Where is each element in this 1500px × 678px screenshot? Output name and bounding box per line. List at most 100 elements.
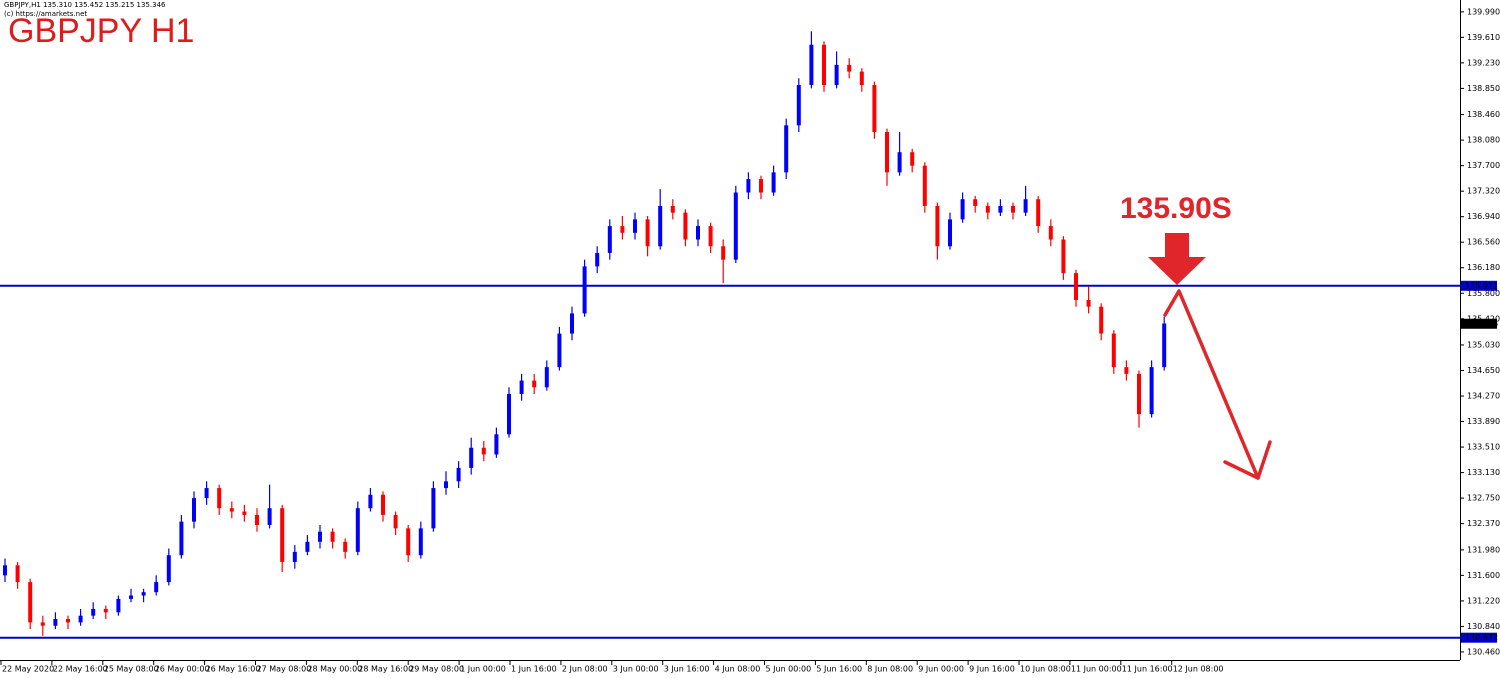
candle-body: [40, 622, 45, 626]
candle-body: [973, 199, 978, 206]
candle-body: [1137, 373, 1141, 415]
x-tick-label: 12 Jun 08:00: [1173, 665, 1224, 674]
candle-body: [796, 85, 801, 126]
y-tick-label: 138.080: [1467, 136, 1500, 145]
candle-body: [733, 192, 738, 260]
y-tick-label: 133.890: [1467, 417, 1500, 426]
candle-body: [192, 498, 196, 522]
y-tick-label: 133.130: [1467, 468, 1500, 477]
x-tick-label: 26 May 16:00: [206, 665, 261, 674]
candle-body: [204, 488, 209, 499]
x-tick-label: 8 Jun 08:00: [867, 665, 913, 674]
candle-body: [141, 592, 146, 596]
candle-body: [746, 179, 751, 193]
x-tick-label: 28 May 16:00: [358, 665, 413, 674]
x-tick-label: 2 Jun 08:00: [562, 665, 608, 674]
candle-body: [1124, 367, 1129, 374]
candle-body: [595, 252, 600, 267]
candle-body: [154, 582, 159, 593]
y-tick-label: 139.230: [1467, 58, 1500, 67]
candle-body: [960, 199, 965, 220]
candle-body: [759, 179, 763, 193]
x-tick-label: 22 May 16:00: [53, 665, 108, 674]
x-tick-label: 25 May 08:00: [104, 665, 159, 674]
y-tick-label: 137.320: [1467, 187, 1500, 196]
candle-body: [1086, 299, 1091, 307]
level-price-box: [1461, 280, 1497, 291]
candle-body: [696, 226, 700, 240]
x-tick-label: 3 Jun 00:00: [613, 665, 659, 674]
candle-body: [1111, 333, 1116, 368]
candle-body: [292, 551, 297, 562]
candle-body: [872, 85, 877, 133]
candle-body: [330, 531, 335, 542]
candle-body: [1036, 199, 1041, 227]
candle-body: [670, 205, 675, 213]
candle-body: [15, 565, 20, 583]
candle-body: [444, 481, 448, 489]
candle-body: [985, 205, 990, 213]
y-tick-label: 135.800: [1467, 289, 1500, 298]
candle-body: [368, 494, 373, 509]
y-tick-label: 130.840: [1467, 622, 1500, 631]
level-price-label: 130.672: [1465, 633, 1498, 642]
annotation: 135.90S: [1120, 192, 1232, 225]
candle-body: [822, 44, 826, 86]
candle-body: [998, 205, 1003, 213]
candle-body: [1099, 306, 1104, 334]
level-price-box: [1461, 632, 1497, 643]
copyright: (c) https://amarkets.net: [4, 10, 87, 18]
candle-body: [620, 226, 625, 233]
y-tick-label: 138.460: [1467, 110, 1500, 119]
candle-body: [3, 565, 7, 576]
chart-header: GBPJPY,H1 135.310 135.452 135.215 135.34…: [4, 1, 166, 9]
candle-body: [431, 488, 436, 529]
y-tick-label: 134.270: [1467, 392, 1500, 401]
candle-body: [771, 172, 776, 193]
candle-body: [381, 494, 385, 515]
y-tick-label: 139.610: [1467, 33, 1500, 42]
candle-body: [507, 394, 511, 435]
candle-body: [103, 608, 108, 613]
candle-body: [242, 511, 247, 515]
y-tick-label: 134.650: [1467, 366, 1500, 375]
candle-body: [116, 598, 121, 613]
level-price-label: 135.911: [1465, 281, 1498, 290]
x-tick-label: 27 May 08:00: [257, 665, 312, 674]
candle-body: [406, 528, 411, 556]
plot-area: [0, 31, 1460, 639]
candle-body: [885, 132, 889, 173]
y-tick-label: 138.850: [1467, 84, 1500, 93]
candle-body: [469, 447, 474, 468]
candle-body: [494, 434, 499, 455]
candle-body: [721, 246, 726, 260]
candle-body: [91, 608, 96, 616]
candle-body: [1048, 226, 1053, 240]
x-tick-label: 1 Jun 16:00: [511, 665, 557, 674]
candle-body: [53, 619, 58, 626]
candle-body: [280, 508, 285, 562]
candle-body: [897, 152, 902, 173]
candle-body: [784, 125, 789, 173]
y-tick-label: 131.980: [1467, 545, 1500, 554]
y-tick-label: 133.510: [1467, 443, 1500, 452]
y-tick-label: 136.560: [1467, 238, 1500, 247]
candle-body: [859, 71, 864, 86]
y-tick-label: 132.750: [1467, 494, 1500, 503]
candle-body: [834, 64, 839, 86]
candle-body: [809, 44, 814, 86]
candle-body: [166, 555, 171, 583]
y-tick-label: 136.940: [1467, 212, 1500, 221]
candle-body: [544, 367, 549, 388]
x-tick-label: 11 Jun 16:00: [1122, 665, 1173, 674]
candle-body: [633, 219, 637, 233]
candle-body: [28, 582, 33, 623]
x-tick-label: 10 Jun 08:00: [1020, 665, 1071, 674]
y-tick-label: 130.460: [1467, 647, 1500, 656]
candle-body: [318, 531, 322, 542]
candle-body: [179, 521, 184, 556]
candle-body: [557, 333, 562, 368]
candle-body: [519, 380, 524, 395]
x-tick-label: 22 May 2020: [2, 665, 54, 674]
